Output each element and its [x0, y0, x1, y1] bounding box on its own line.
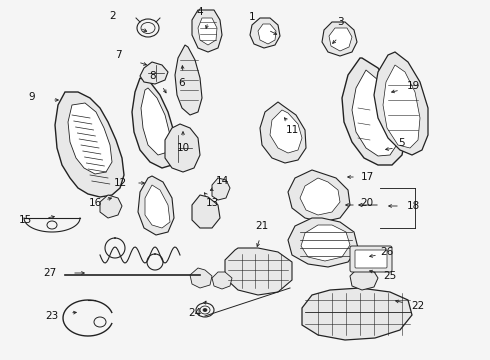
- Polygon shape: [258, 24, 276, 44]
- Text: 18: 18: [406, 201, 419, 211]
- Text: 26: 26: [380, 247, 393, 257]
- Polygon shape: [192, 10, 222, 52]
- Polygon shape: [100, 195, 122, 218]
- Text: 2: 2: [110, 11, 116, 21]
- Text: 22: 22: [412, 301, 425, 311]
- Text: 17: 17: [360, 172, 374, 182]
- Ellipse shape: [203, 309, 207, 311]
- Text: 27: 27: [44, 268, 57, 278]
- Text: 10: 10: [176, 143, 190, 153]
- Text: 16: 16: [88, 198, 101, 208]
- Text: 9: 9: [29, 92, 35, 102]
- FancyBboxPatch shape: [350, 246, 392, 272]
- Polygon shape: [140, 62, 168, 84]
- Polygon shape: [192, 195, 220, 228]
- Polygon shape: [212, 272, 232, 289]
- Text: 1: 1: [249, 12, 255, 22]
- Polygon shape: [301, 225, 350, 261]
- FancyBboxPatch shape: [355, 250, 387, 268]
- Polygon shape: [300, 178, 340, 215]
- Polygon shape: [145, 185, 170, 228]
- Text: 12: 12: [113, 178, 126, 188]
- Polygon shape: [302, 288, 412, 340]
- Polygon shape: [250, 18, 280, 48]
- Polygon shape: [374, 52, 428, 155]
- Polygon shape: [260, 102, 306, 163]
- Text: 20: 20: [361, 198, 373, 208]
- Polygon shape: [288, 218, 358, 267]
- Text: 13: 13: [205, 198, 219, 208]
- Text: 25: 25: [383, 271, 396, 281]
- Text: 6: 6: [179, 78, 185, 88]
- Text: 14: 14: [216, 176, 229, 186]
- Polygon shape: [322, 22, 357, 56]
- Polygon shape: [132, 78, 176, 168]
- Text: 24: 24: [188, 308, 201, 318]
- Polygon shape: [138, 176, 174, 235]
- Text: 21: 21: [255, 221, 269, 231]
- Polygon shape: [288, 170, 350, 222]
- Polygon shape: [165, 124, 200, 172]
- Polygon shape: [270, 110, 302, 153]
- Polygon shape: [68, 103, 112, 174]
- Text: 5: 5: [398, 138, 404, 148]
- Polygon shape: [342, 58, 406, 165]
- Polygon shape: [329, 28, 352, 51]
- Text: 19: 19: [406, 81, 419, 91]
- Text: 7: 7: [115, 50, 122, 60]
- Polygon shape: [383, 65, 420, 148]
- Polygon shape: [350, 266, 378, 290]
- Text: 8: 8: [149, 71, 156, 81]
- Text: 23: 23: [46, 311, 59, 321]
- Text: 4: 4: [196, 7, 203, 17]
- Polygon shape: [198, 18, 217, 45]
- Polygon shape: [225, 248, 292, 295]
- Text: 15: 15: [19, 215, 32, 225]
- Polygon shape: [55, 92, 124, 197]
- Text: 3: 3: [337, 17, 343, 27]
- Polygon shape: [141, 88, 170, 155]
- Polygon shape: [212, 178, 230, 200]
- Text: 11: 11: [285, 125, 298, 135]
- Polygon shape: [175, 45, 202, 115]
- Polygon shape: [352, 70, 398, 156]
- Polygon shape: [190, 268, 212, 288]
